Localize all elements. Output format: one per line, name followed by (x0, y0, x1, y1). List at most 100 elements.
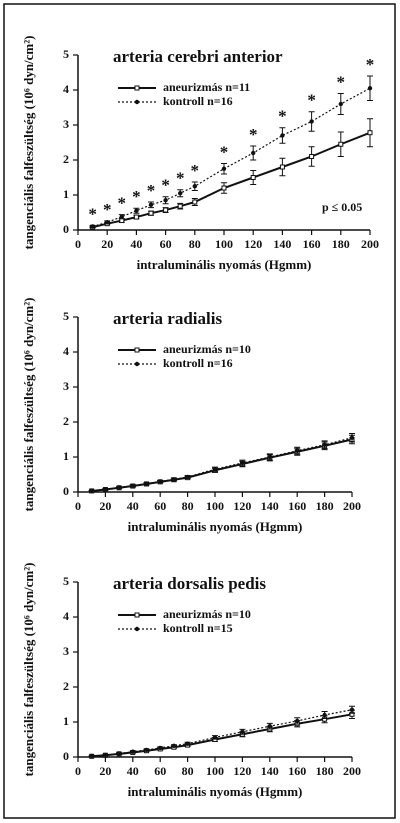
legend-marker (134, 99, 140, 105)
y-tick-label: 0 (63, 749, 69, 763)
x-tick-label: 0 (75, 764, 81, 778)
y-tick-label: 4 (63, 344, 69, 358)
point (105, 220, 110, 225)
legend-marker (134, 612, 140, 618)
y-tick-label: 5 (63, 309, 69, 323)
significance-marker: * (132, 187, 141, 206)
x-tick-label: 20 (101, 237, 113, 251)
y-tick-label: 5 (63, 47, 69, 61)
point (309, 119, 314, 124)
significance-marker: * (307, 91, 316, 110)
x-tick-label: 180 (316, 764, 334, 778)
significance-marker: * (103, 200, 112, 219)
point (221, 166, 227, 171)
point (295, 718, 300, 724)
x-tick-label: 120 (233, 499, 251, 513)
frame (3, 3, 396, 819)
x-tick-label: 20 (99, 499, 111, 513)
x-tick-label: 100 (215, 237, 233, 251)
x-tick-label: 160 (288, 764, 306, 778)
chart-title: arteria dorsalis pedis (113, 574, 266, 593)
legend-label: aneurizmás n=11 (163, 80, 250, 94)
point (130, 749, 135, 754)
point (349, 435, 355, 440)
point (116, 485, 122, 490)
legend-marker (134, 85, 140, 91)
y-tick-label: 1 (63, 187, 69, 201)
point (267, 724, 272, 729)
point (279, 164, 285, 170)
legend-label: aneurizmás n=10 (163, 607, 251, 621)
point (322, 442, 327, 447)
series-line (91, 709, 353, 757)
y-tick-label: 3 (63, 379, 69, 393)
point (295, 448, 300, 453)
legend-label: kontroll n=15 (163, 621, 233, 635)
y-tick-label: 1 (63, 449, 69, 463)
point (134, 208, 139, 213)
series-line (92, 87, 371, 228)
x-axis-label: intraluminális nyomás (Hgmm) (137, 257, 312, 272)
point (338, 141, 344, 147)
x-tick-label: 60 (154, 764, 166, 778)
point (367, 86, 373, 91)
point (367, 130, 373, 136)
x-tick-label: 160 (288, 499, 306, 513)
y-tick-label: 0 (63, 222, 69, 236)
x-tick-label: 40 (127, 499, 139, 513)
x-tick-label: 200 (343, 499, 361, 513)
point (349, 707, 355, 712)
x-tick-label: 20 (99, 764, 111, 778)
point (148, 210, 154, 216)
point (192, 184, 197, 189)
legend-label: aneurizmás n=10 (163, 342, 251, 356)
chart-title: arteria radialis (113, 309, 222, 328)
significance-marker: * (147, 181, 156, 200)
significance-marker: * (249, 125, 258, 144)
point (338, 101, 343, 107)
x-tick-label: 0 (75, 237, 81, 251)
x-tick-label: 100 (206, 764, 224, 778)
point (133, 214, 139, 220)
point (267, 454, 272, 460)
point (158, 745, 163, 751)
x-tick-label: 140 (261, 764, 279, 778)
y-axis-label: tangenciális falfeszültség (10⁶ dyn/cm²) (21, 298, 36, 512)
x-tick-label: 0 (75, 499, 81, 513)
y-tick-label: 2 (63, 414, 69, 428)
significance-marker: * (176, 169, 185, 188)
significance-marker: * (337, 72, 346, 91)
point (89, 753, 94, 759)
point (185, 741, 190, 746)
y-tick-label: 4 (63, 609, 69, 623)
significance-marker: * (278, 107, 287, 126)
point (89, 488, 94, 493)
point (90, 224, 95, 229)
y-tick-label: 3 (63, 117, 69, 131)
x-tick-label: 80 (182, 764, 194, 778)
significance-marker: * (220, 142, 229, 161)
x-tick-label: 160 (303, 237, 321, 251)
legend-marker (134, 626, 140, 632)
x-tick-label: 140 (261, 499, 279, 513)
y-tick-label: 2 (63, 679, 69, 693)
point (280, 133, 285, 138)
point (163, 207, 169, 213)
point (163, 198, 168, 203)
y-tick-label: 1 (63, 714, 69, 728)
point (240, 460, 245, 466)
point (251, 150, 256, 156)
point (240, 729, 245, 734)
point (178, 191, 183, 196)
point (309, 154, 315, 159)
legend-label: kontroll n=16 (163, 356, 233, 370)
x-tick-label: 80 (182, 499, 194, 513)
point (103, 487, 108, 492)
legend-label: kontroll n=16 (163, 94, 233, 108)
x-tick-label: 200 (361, 237, 379, 251)
x-tick-label: 120 (244, 237, 262, 251)
y-axis-label: tangenciális falfeszültség (10⁶ dyn/cm²) (21, 563, 36, 777)
point (171, 477, 177, 482)
